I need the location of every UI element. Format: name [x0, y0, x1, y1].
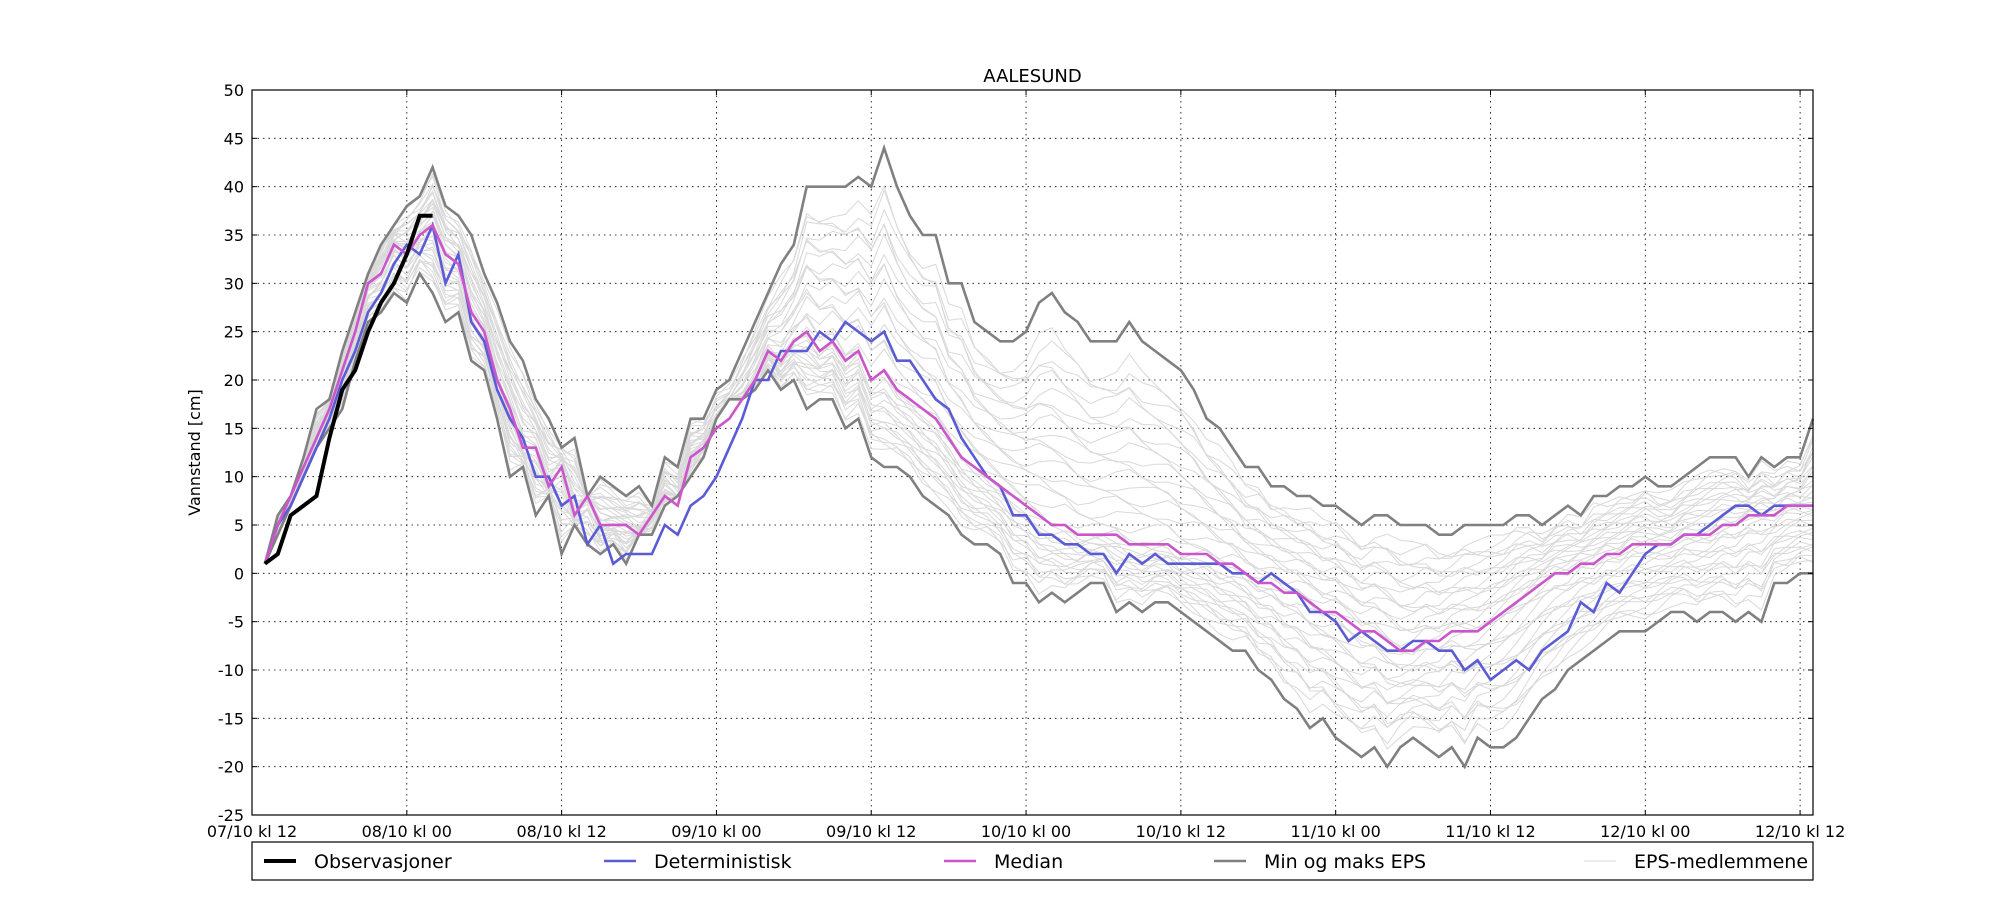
y-tick-label: 30	[224, 274, 244, 293]
ensemble-members	[264, 172, 1814, 750]
eps-member-line	[264, 202, 1814, 620]
y-tick-label: 50	[224, 81, 244, 100]
y-tick-label: 0	[234, 564, 244, 583]
y-tick-label: 35	[224, 226, 244, 245]
eps-min-line	[263, 271, 1813, 770]
legend-label: Observasjoner	[314, 851, 452, 873]
eps-member-line	[264, 182, 1814, 577]
y-tick-label: 15	[224, 419, 244, 438]
x-tick-label: 08/10 kl 00	[362, 822, 452, 841]
eps-member-line	[264, 242, 1814, 672]
plot-area-frame	[251, 89, 1814, 816]
y-tick-label: -5	[228, 613, 244, 632]
eps-member-line	[264, 250, 1814, 688]
y-tick-label: 10	[224, 468, 244, 487]
y-axis-label: Vannstand [cm]	[185, 389, 204, 515]
x-tick-label: 11/10 kl 00	[1290, 822, 1380, 841]
eps-member-line	[264, 246, 1814, 688]
y-tick-label: -25	[218, 806, 244, 825]
eps-member-line	[264, 227, 1814, 655]
y-tick-label: 5	[234, 516, 244, 535]
eps-member-line	[264, 223, 1814, 655]
deterministic-line	[263, 221, 1813, 682]
eps-member-line	[264, 175, 1814, 564]
eps-member-line	[264, 214, 1814, 633]
series-lines	[263, 143, 1815, 770]
eps-member-line	[264, 191, 1814, 594]
median-line	[263, 223, 1813, 652]
y-axis-ticks: -25 -20 -15 -10 -5 0 5 10 15 20 25 30 35 40 45 50	[218, 81, 1813, 825]
observations-line	[263, 213, 433, 566]
y-tick-label: -10	[218, 661, 244, 680]
y-tick-label: 45	[224, 129, 244, 148]
x-tick-label: 09/10 kl 12	[826, 822, 916, 841]
eps-member-line	[264, 210, 1814, 613]
x-tick-label: 12/10 kl 00	[1600, 822, 1690, 841]
x-tick-label: 10/10 kl 12	[1136, 822, 1226, 841]
eps-member-line	[264, 184, 1814, 566]
y-tick-label: 40	[224, 178, 244, 197]
x-tick-label: 10/10 kl 00	[981, 822, 1071, 841]
y-tick-label: 25	[224, 323, 244, 342]
x-tick-label: 07/10 kl 12	[207, 822, 297, 841]
eps-member-line	[264, 172, 1814, 564]
y-tick-label: -20	[218, 758, 244, 777]
y-tick-label: 20	[224, 371, 244, 390]
y-tick-label: -15	[218, 709, 244, 728]
eps-max-line	[263, 143, 1815, 565]
legend-frame	[251, 841, 1814, 881]
x-tick-label: 11/10 kl 12	[1445, 822, 1535, 841]
x-axis-ticks: 07/10 kl 12 08/10 kl 00 08/10 kl 12 09/10 k…	[207, 90, 1845, 841]
grid-lines	[252, 90, 1813, 815]
eps-member-line	[264, 185, 1814, 583]
legend-label: Deterministisk	[654, 851, 792, 873]
legend-label: Min og maks EPS	[1264, 851, 1426, 873]
legend: Observasjoner Deterministisk Median Min og …	[251, 841, 1814, 881]
x-tick-label: 08/10 kl 12	[516, 822, 606, 841]
x-tick-label: 09/10 kl 00	[671, 822, 761, 841]
eps-member-line	[264, 199, 1814, 608]
x-tick-label: 12/10 kl 12	[1755, 822, 1845, 841]
eps-member-line	[264, 198, 1814, 590]
legend-label: EPS-medlemmene	[1634, 851, 1808, 873]
legend-label: Median	[994, 851, 1063, 873]
eps-member-line	[264, 206, 1814, 615]
eps-member-line	[264, 254, 1814, 712]
chart-title: AALESUND	[983, 66, 1081, 87]
